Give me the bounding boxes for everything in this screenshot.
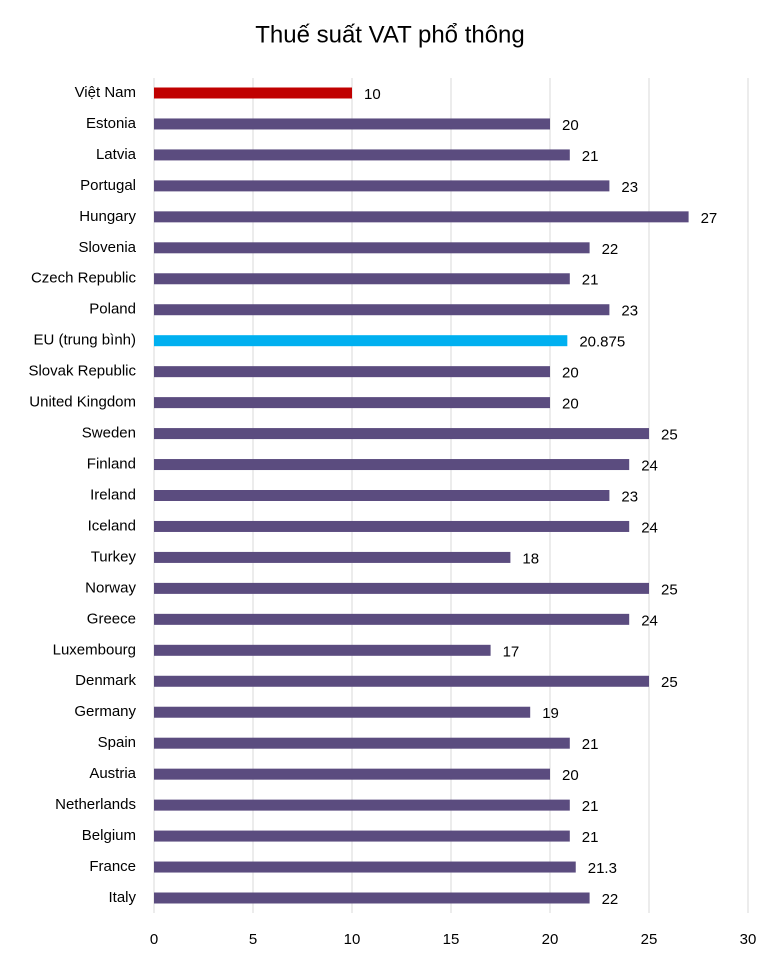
bar <box>154 582 649 594</box>
bar <box>154 149 570 161</box>
x-tick-label: 20 <box>542 931 559 948</box>
x-tick-label: 10 <box>344 931 361 948</box>
value-label: 23 <box>621 303 638 320</box>
bar <box>154 768 550 780</box>
y-tick-label: Slovak Republic <box>28 363 136 380</box>
y-tick-label: Norway <box>85 579 136 596</box>
y-tick-label: Denmark <box>75 672 136 689</box>
y-tick-label: Czech Republic <box>31 270 137 287</box>
value-label: 25 <box>661 427 678 444</box>
value-label: 23 <box>621 179 638 196</box>
bar <box>154 428 649 440</box>
y-tick-label: Turkey <box>91 548 137 565</box>
y-tick-label: Netherlands <box>55 796 136 813</box>
bar <box>154 242 590 254</box>
value-label: 21 <box>582 829 599 846</box>
y-tick-label: United Kingdom <box>29 394 136 411</box>
bar <box>154 397 550 409</box>
value-label: 22 <box>602 241 619 258</box>
y-tick-label: Iceland <box>88 517 136 534</box>
bar <box>154 706 531 718</box>
value-label: 22 <box>602 891 619 908</box>
bar <box>154 613 630 625</box>
y-tick-label: Latvia <box>96 146 137 163</box>
y-tick-label: EU (trung bình) <box>33 332 136 349</box>
value-label: 19 <box>542 705 559 722</box>
value-label: 20 <box>562 396 579 413</box>
y-tick-label: Ireland <box>90 486 136 503</box>
y-tick-label: Germany <box>74 703 136 720</box>
value-label: 24 <box>641 458 658 475</box>
bar <box>154 304 610 316</box>
bar <box>154 273 570 285</box>
bar <box>154 87 352 99</box>
bar <box>154 335 568 347</box>
value-label: 24 <box>641 612 658 629</box>
y-tick-label: Hungary <box>79 208 136 225</box>
y-tick-label: Spain <box>98 734 136 751</box>
bar <box>154 861 576 873</box>
bar <box>154 459 630 471</box>
value-label: 17 <box>503 643 520 660</box>
x-tick-label: 30 <box>740 931 757 948</box>
value-label: 20 <box>562 365 579 382</box>
value-label: 20 <box>562 767 579 784</box>
x-tick-label: 15 <box>443 931 460 948</box>
value-label: 25 <box>661 674 678 691</box>
value-label: 24 <box>641 519 658 536</box>
bar <box>154 830 570 842</box>
x-tick-label: 0 <box>150 931 158 948</box>
value-label: 10 <box>364 86 381 103</box>
value-label: 25 <box>661 581 678 598</box>
bar <box>154 799 570 811</box>
value-label: 21 <box>582 798 599 815</box>
bar <box>154 211 689 223</box>
bar <box>154 490 610 501</box>
y-tick-label: Finland <box>87 456 136 473</box>
y-tick-label: Belgium <box>82 827 136 844</box>
bar <box>154 180 610 192</box>
y-tick-label: Austria <box>89 765 136 782</box>
y-tick-label: Sweden <box>82 425 136 442</box>
y-tick-label: Luxembourg <box>53 641 136 658</box>
y-tick-label: Poland <box>89 301 136 318</box>
value-label: 21.3 <box>588 860 617 877</box>
bar <box>154 675 649 687</box>
y-tick-label: Việt Nam <box>75 84 136 101</box>
value-label: 21 <box>582 736 599 753</box>
x-tick-label: 25 <box>641 931 658 948</box>
x-tick-label: 5 <box>249 931 257 948</box>
y-tick-label: France <box>89 858 136 875</box>
chart-title: Thuế suất VAT phổ thông <box>255 21 525 48</box>
value-label: 21 <box>582 272 599 289</box>
value-label: 23 <box>621 488 638 505</box>
value-label: 20.875 <box>579 334 625 351</box>
bar <box>154 118 550 130</box>
bar <box>154 737 570 749</box>
y-tick-label: Portugal <box>80 177 136 194</box>
bar <box>154 520 630 532</box>
bar <box>154 892 590 904</box>
bar <box>154 644 491 656</box>
y-tick-label: Italy <box>108 889 136 906</box>
value-label: 18 <box>522 550 539 567</box>
bar <box>154 551 511 563</box>
value-label: 21 <box>582 148 599 165</box>
y-tick-label: Slovenia <box>78 239 136 256</box>
bar <box>154 366 550 378</box>
y-tick-label: Greece <box>87 610 136 627</box>
value-label: 27 <box>701 210 718 227</box>
y-tick-label: Estonia <box>86 115 137 132</box>
value-label: 20 <box>562 117 579 134</box>
